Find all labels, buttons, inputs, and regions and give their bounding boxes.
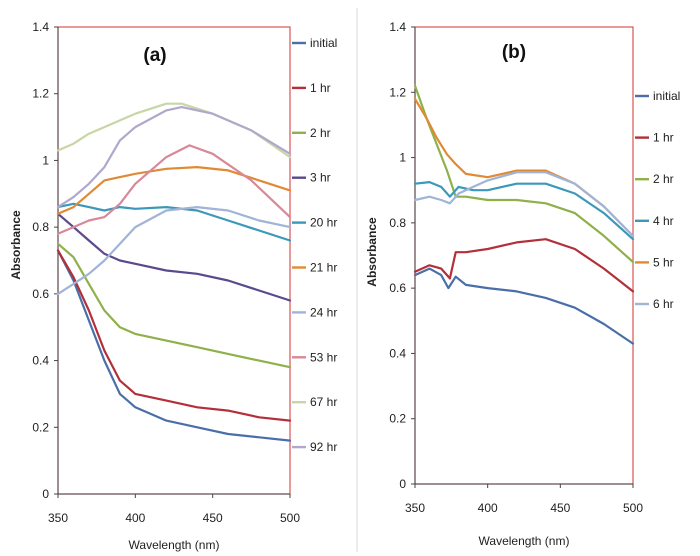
x-tick-label: 500 xyxy=(280,511,300,525)
series-line-53-hr xyxy=(56,144,292,235)
series-line-5-hr xyxy=(413,97,635,237)
legend-label: 24 hr xyxy=(310,305,337,319)
series-line-2-hr xyxy=(56,242,292,369)
y-tick-label: 0.8 xyxy=(32,220,49,234)
series-line-initial xyxy=(56,249,292,442)
series-line-1-hr xyxy=(56,249,292,422)
x-tick-label: 350 xyxy=(48,511,68,525)
legend-label: 92 hr xyxy=(310,440,337,454)
chart-panel-b: 0 0.2 0.4 0.6 0.8 1 1.2 1.4 350 400 450 500 Waveleng… xyxy=(365,20,680,548)
series-line-92-hr xyxy=(56,106,292,209)
x-tick-label: 450 xyxy=(203,511,223,525)
x-tick-label: 500 xyxy=(623,501,643,515)
plot-area-frame xyxy=(57,26,291,495)
x-tick-label: 400 xyxy=(478,501,498,515)
x-tick-label: 400 xyxy=(125,511,145,525)
legend-label: 53 hr xyxy=(310,350,337,364)
legend-label: 4 hr xyxy=(653,214,674,228)
y-tick-label: 0.4 xyxy=(32,354,49,368)
y-axis-title: Absorbance xyxy=(365,217,379,287)
y-tick-label: 0.2 xyxy=(389,412,406,426)
y-tick-label: 0.2 xyxy=(32,420,49,434)
y-tick-label: 1 xyxy=(42,153,49,167)
y-tick-label: 1.2 xyxy=(32,87,49,101)
legend-label: 5 hr xyxy=(653,255,674,269)
x-tick-label: 350 xyxy=(405,501,425,515)
legend-label: 6 hr xyxy=(653,297,674,311)
series-line-6-hr xyxy=(413,171,635,237)
legend-label: 2 hr xyxy=(310,126,331,140)
series-line-67-hr xyxy=(56,102,292,159)
series-line-4-hr xyxy=(413,181,635,241)
y-tick-label: 1 xyxy=(399,151,406,165)
y-tick-label: 0.6 xyxy=(389,281,406,295)
panel-label: (a) xyxy=(143,45,166,66)
legend-label: 67 hr xyxy=(310,395,337,409)
y-tick-label: 1.4 xyxy=(32,20,49,34)
series-line-24-hr xyxy=(56,206,292,295)
y-tick-label: 1.4 xyxy=(389,20,406,34)
legend-label: 21 hr xyxy=(310,261,337,275)
chart-panel-a: 0 0.2 0.4 0.6 0.8 1 1.2 1.4 350 400 450 500 Waveleng… xyxy=(9,20,337,552)
series-line-21-hr xyxy=(56,166,292,215)
x-axis-title: Wavelength (nm) xyxy=(479,534,570,548)
legend-label: initial xyxy=(310,36,337,50)
y-tick-label: 0 xyxy=(42,487,49,501)
series-line-2-hr xyxy=(413,84,635,264)
y-tick-label: 0.8 xyxy=(389,216,406,230)
legend-label: 20 hr xyxy=(310,216,337,230)
series-line-initial xyxy=(413,267,635,345)
x-tick-label: 450 xyxy=(550,501,570,515)
y-tick-label: 1.2 xyxy=(389,85,406,99)
legend-label: 1 hr xyxy=(310,81,331,95)
plot-area-frame xyxy=(414,26,634,485)
x-axis-title: Wavelength (nm) xyxy=(129,538,220,552)
series-line-1-hr xyxy=(413,238,635,293)
series-line-20-hr xyxy=(56,202,292,242)
legend-label: 2 hr xyxy=(653,172,674,186)
y-axis-title: Absorbance xyxy=(9,210,23,280)
legend-label: 3 hr xyxy=(310,171,331,185)
y-tick-label: 0.6 xyxy=(32,287,49,301)
series-line-3-hr xyxy=(56,212,292,302)
y-tick-label: 0 xyxy=(399,477,406,491)
y-tick-label: 0.4 xyxy=(389,346,406,360)
legend-label: 1 hr xyxy=(653,131,674,145)
panel-label: (b) xyxy=(502,42,526,63)
legend-label: initial xyxy=(653,89,680,103)
